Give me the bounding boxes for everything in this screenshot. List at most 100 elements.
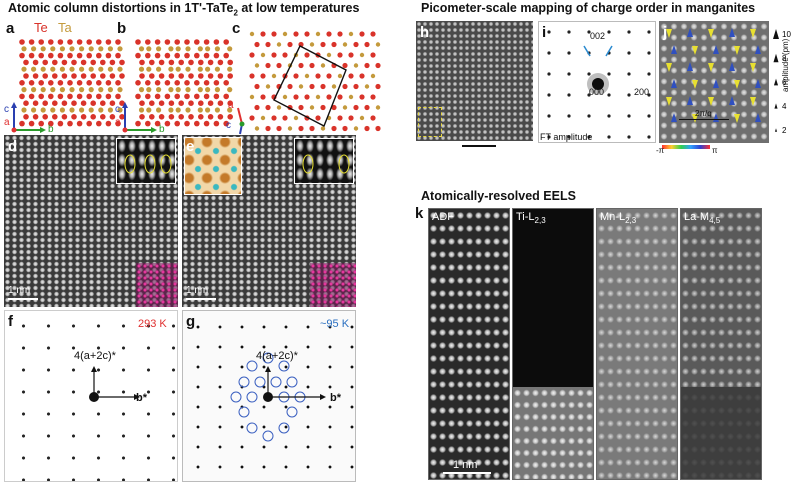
ta-atom — [107, 107, 113, 113]
te-atom — [271, 115, 277, 121]
colorbar-min: -π — [656, 146, 665, 155]
fft-g-vectors — [265, 366, 326, 400]
eels-la-text: La-M — [684, 211, 710, 223]
ta-atom — [50, 66, 56, 72]
te-atom — [38, 120, 44, 127]
te-atom — [119, 114, 125, 120]
te-atom — [293, 73, 299, 79]
panel-label-a: a — [6, 20, 15, 37]
te-atom — [227, 73, 233, 79]
te-atom — [139, 59, 145, 66]
te-atom — [23, 114, 29, 120]
ta-atom — [31, 46, 37, 52]
te-atom — [76, 80, 83, 86]
scalebar-d-label: 1 nm — [8, 285, 31, 296]
ta-atom — [98, 107, 104, 113]
te-atom — [178, 100, 184, 106]
bragg-spot — [547, 93, 551, 97]
te-atom — [213, 93, 220, 100]
te-atom — [100, 100, 106, 106]
panel-label-d: d — [8, 138, 18, 155]
ta-atom — [98, 46, 104, 52]
te-atom — [315, 115, 321, 121]
scalebar-h — [462, 145, 496, 147]
te-atom — [309, 83, 315, 90]
ta-atom — [107, 66, 113, 72]
te-atom — [71, 59, 77, 66]
eels-map-adf: ADF 1 nm — [428, 208, 510, 480]
te-atom — [57, 39, 64, 45]
displacement-arrow — [755, 79, 761, 88]
ta-atom — [21, 46, 27, 52]
ta-atom — [59, 46, 65, 52]
eels-la-dark-region — [681, 387, 761, 479]
eels-ti-sub: 2,3 — [534, 216, 546, 226]
eels-section-title: Atomically-resolved EELS — [421, 189, 576, 203]
phase-colorbar — [662, 145, 710, 149]
ta-atom — [359, 52, 365, 58]
te-atom — [32, 100, 39, 106]
eels-mn-text: Mn-L — [600, 211, 626, 223]
te-atom — [48, 93, 54, 100]
bragg-spot — [567, 30, 571, 34]
te-atom — [276, 125, 282, 132]
te-atom — [115, 120, 121, 127]
ta-atom — [168, 66, 174, 72]
te-atom — [326, 73, 332, 79]
fft-f-b-label: b* — [136, 392, 147, 404]
te-atom — [52, 73, 58, 79]
te-atom — [203, 52, 210, 59]
te-atom — [249, 115, 255, 121]
te-atom — [304, 52, 310, 58]
te-atom — [309, 62, 315, 69]
te-atom — [174, 120, 180, 127]
te-atom — [375, 83, 381, 90]
te-atom — [42, 59, 48, 66]
amplitude-axis-label: amplitude (pm) — [781, 38, 790, 92]
te-atom — [48, 52, 54, 59]
te-atom — [217, 100, 224, 106]
ta-atom — [156, 87, 162, 93]
displacement-arrow — [729, 62, 735, 71]
displacement-arrow — [708, 63, 714, 72]
displacement-arrow — [692, 80, 698, 89]
superlattice-arrow — [605, 45, 613, 57]
te-atom — [71, 114, 77, 120]
superlattice-spot-circle — [270, 376, 282, 388]
te-atom — [86, 93, 92, 100]
te-atom — [331, 41, 337, 48]
te-atom — [57, 93, 64, 100]
te-atom — [96, 120, 102, 127]
structure-b — [135, 39, 233, 127]
te-atom — [207, 114, 214, 120]
te-atom — [227, 59, 233, 66]
displacement-arrow — [687, 28, 693, 37]
axis-a-label-c: a — [228, 100, 234, 111]
te-atom — [149, 114, 155, 120]
eels-map-ti: Ti-L2,3 — [512, 208, 594, 480]
te-atom — [271, 52, 277, 58]
te-atom — [188, 100, 194, 106]
ft-amplitude-caption: FT amplitude — [540, 132, 593, 142]
amplitude-marker — [773, 78, 779, 86]
te-atom — [67, 52, 73, 59]
ta-atom — [348, 94, 354, 100]
unit-cell-marker-h — [418, 107, 442, 137]
te-atom — [223, 93, 229, 100]
te-atom — [249, 52, 255, 58]
te-atom — [184, 93, 190, 100]
te-atom — [174, 93, 180, 100]
te-atom — [115, 39, 121, 45]
te-atom — [135, 80, 141, 86]
ta-atom — [88, 107, 94, 113]
te-atom — [227, 100, 233, 106]
ta-atom — [205, 66, 211, 72]
ta-atom — [265, 84, 271, 89]
te-atom — [359, 73, 365, 79]
te-atom — [304, 94, 310, 100]
ta-atom — [331, 84, 337, 89]
te-atom — [67, 80, 73, 86]
bragg-spot — [607, 114, 611, 118]
te-atom — [364, 41, 370, 48]
bragg-spot — [647, 135, 651, 139]
